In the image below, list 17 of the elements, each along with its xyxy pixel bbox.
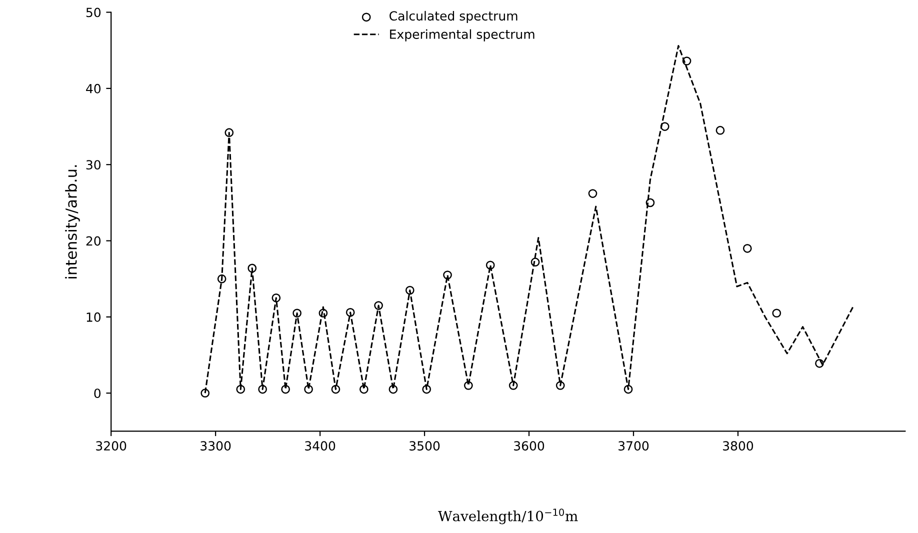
y-tick-label: 30 bbox=[86, 160, 101, 170]
x-tick-label: 3300 bbox=[200, 441, 231, 451]
legend-label: Experimental spectrum bbox=[390, 29, 534, 42]
x-tick-label: 3200 bbox=[96, 441, 126, 451]
y-tick-label: 20 bbox=[86, 236, 101, 246]
y-tick-label: 50 bbox=[86, 8, 101, 18]
x-tick-label: 3600 bbox=[514, 441, 544, 451]
x-tick-label: 3800 bbox=[723, 441, 754, 451]
x-axis-title: Wavelength/10$^{−10}$m bbox=[438, 508, 578, 524]
y-tick-label: 40 bbox=[86, 84, 101, 94]
y-tick-label: 10 bbox=[86, 312, 101, 322]
x-tick-label: 3700 bbox=[618, 441, 649, 451]
x-tick-label: 3500 bbox=[410, 441, 440, 451]
x-tick-label: 3400 bbox=[305, 441, 336, 451]
legend-label: Calculated spectrum bbox=[390, 10, 518, 24]
y-axis-title: intensity/arb.u. bbox=[65, 165, 80, 278]
y-tick-label: 0 bbox=[94, 388, 101, 398]
